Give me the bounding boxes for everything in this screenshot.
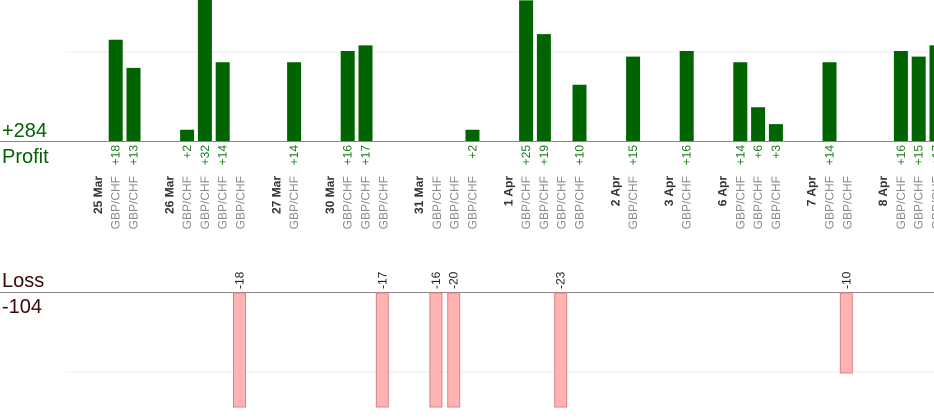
pair-label: GBP/CHF (912, 176, 926, 229)
profit-bar (822, 62, 837, 141)
pair-label: GBP/CHF (680, 176, 694, 229)
profit-bar (626, 56, 641, 141)
profit-bar (358, 45, 373, 141)
pair-label: GBP/CHF (894, 176, 908, 229)
loss-value-label: -17 (375, 271, 389, 289)
profit-value-label: +17 (359, 145, 373, 166)
profit-bar (893, 51, 908, 141)
pair-label: GBP/CHF (216, 176, 230, 229)
profit-bar (180, 129, 195, 141)
pair-label: GBP/CHF (359, 176, 373, 229)
pair-label: GBP/CHF (448, 176, 462, 229)
date-label: 31 Mar (412, 176, 426, 214)
profit-value-label: +14 (216, 145, 230, 166)
date-label: 1 Apr (501, 176, 515, 207)
profit-value-label: +6 (751, 145, 765, 159)
profit-value-label: +10 (573, 145, 587, 166)
pair-label: GBP/CHF (341, 176, 355, 229)
date-label: 25 Mar (91, 176, 105, 214)
profit-value-label: +25 (519, 145, 533, 166)
loss-value-label: -18 (233, 271, 247, 289)
pair-label: GBP/CHF (180, 176, 194, 229)
pair-label: GBP/CHF (287, 176, 301, 229)
profit-value-label: +14 (287, 145, 301, 166)
pair-label: GBP/CHF (127, 176, 141, 229)
profit-label: Profit (2, 146, 49, 168)
pair-label: GBP/CHF (840, 176, 854, 229)
profit-bar (751, 107, 766, 141)
pair-label: GBP/CHF (376, 176, 390, 229)
loss-value-label: -23 (554, 271, 568, 289)
loss-bar (375, 292, 389, 408)
date-label: 26 Mar (162, 176, 176, 214)
loss-value-label: -16 (429, 271, 443, 289)
profit-value-label: +15 (912, 145, 926, 166)
profit-value-label: +16 (894, 145, 908, 166)
profit-bar (126, 67, 141, 141)
pair-label: GBP/CHF (751, 176, 765, 229)
loss-bar (447, 292, 461, 408)
profit-value-label: +32 (198, 145, 212, 166)
loss-total: -104 (2, 296, 42, 318)
profit-total: +284 (2, 120, 47, 142)
profit-value-label: +15 (626, 145, 640, 166)
profit-bar (536, 34, 551, 141)
profit-bar (733, 62, 748, 141)
pair-label: GBP/CHF (430, 176, 444, 229)
pair-label: GBP/CHF (626, 176, 640, 229)
profit-bar (197, 0, 212, 141)
pair-label: GBP/CHF (555, 176, 569, 229)
loss-bar (554, 292, 568, 408)
loss-label: Loss (2, 270, 44, 292)
pair-label: GBP/CHF (930, 176, 934, 229)
date-label: 8 Apr (876, 176, 890, 207)
pair-label: GBP/CHF (537, 176, 551, 229)
profit-bar (519, 0, 534, 141)
profit-value-label: +14 (823, 145, 837, 166)
profit-bar (108, 39, 123, 141)
profit-value-label: +18 (109, 145, 123, 166)
profit-value-label: +19 (537, 145, 551, 166)
loss-bar (429, 292, 443, 408)
pair-label: GBP/CHF (573, 176, 587, 229)
profit-value-label: +2 (466, 145, 480, 159)
pair-label: GBP/CHF (234, 176, 248, 229)
profit-bar (572, 84, 587, 141)
profit-value-label: +13 (127, 145, 141, 166)
profit-bar (679, 51, 694, 141)
date-label: 2 Apr (608, 176, 622, 207)
profit-bar (215, 62, 230, 141)
profit-value-label: +17 (930, 145, 934, 166)
date-label: 27 Mar (269, 176, 283, 214)
pair-label: GBP/CHF (109, 176, 123, 229)
profit-bar (911, 56, 926, 141)
profit-bar (287, 62, 302, 141)
profit-value-label: +14 (733, 145, 747, 166)
date-label: 6 Apr (716, 176, 730, 207)
profit-value-label: +2 (180, 145, 194, 159)
date-label: 30 Mar (323, 176, 337, 214)
pair-label: GBP/CHF (519, 176, 533, 229)
date-label: 7 Apr (805, 176, 819, 207)
pair-label: GBP/CHF (823, 176, 837, 229)
profit-bar (768, 124, 783, 141)
profit-bar (465, 129, 480, 141)
profit-value-label: +16 (680, 145, 694, 166)
loss-bar (839, 292, 853, 374)
loss-value-label: -10 (839, 271, 853, 289)
pair-label: GBP/CHF (733, 176, 747, 229)
pair-label: GBP/CHF (466, 176, 480, 229)
loss-value-label: -20 (447, 271, 461, 289)
pair-label: GBP/CHF (769, 176, 783, 229)
profit-value-label: +16 (341, 145, 355, 166)
loss-bar (233, 292, 246, 408)
profit-bar (929, 45, 934, 141)
profit-bar (340, 51, 355, 141)
date-label: 3 Apr (662, 176, 676, 207)
pair-label: GBP/CHF (198, 176, 212, 229)
profit-value-label: +3 (769, 145, 783, 159)
